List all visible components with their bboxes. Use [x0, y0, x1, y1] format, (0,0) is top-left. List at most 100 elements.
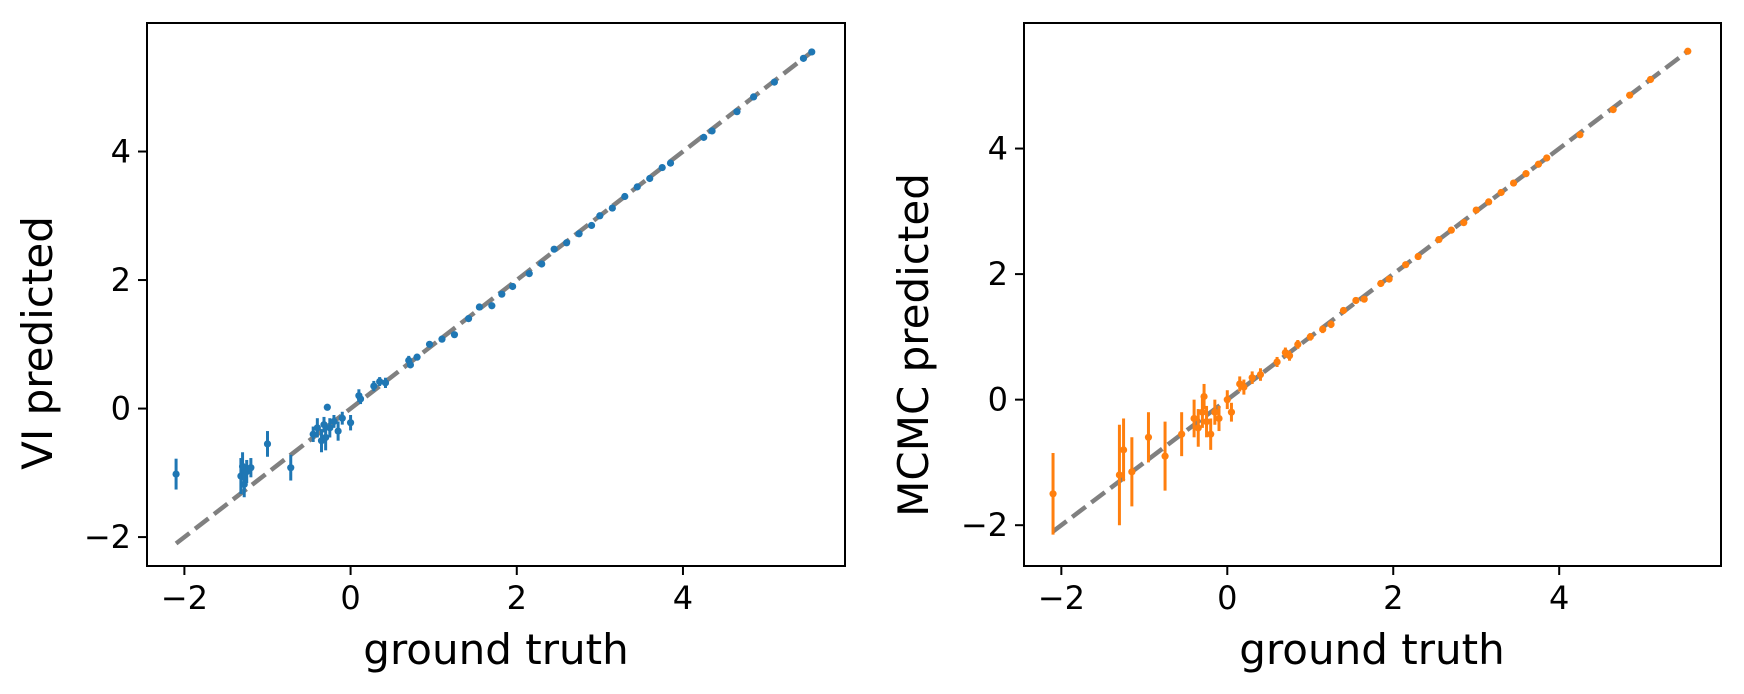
mcmc-data-point	[1684, 47, 1692, 55]
mcmc-data-point	[1447, 226, 1455, 234]
mcmc-data-point	[1485, 198, 1493, 206]
mcmc-data-point	[1646, 75, 1655, 84]
mcmc-y-axis-label: MCMC predicted	[889, 173, 938, 517]
vi-data-point	[658, 163, 666, 172]
vi-data-point	[346, 419, 355, 427]
mcmc-data-point	[1306, 333, 1314, 341]
vi-data-point	[326, 424, 334, 432]
vi-data-point	[708, 127, 716, 135]
mcmc-data-point	[1190, 414, 1198, 423]
vi-data-point	[488, 302, 496, 310]
mcmc-data-point	[1360, 295, 1368, 303]
mcmc-data-point	[1294, 340, 1302, 349]
vi-data-point	[438, 335, 446, 343]
vi-x-axis-label: ground truth	[363, 625, 628, 674]
vi-data-point	[575, 230, 583, 238]
vi-data-point	[587, 221, 596, 230]
vi-data-point	[498, 290, 506, 298]
vi-x-tick-label: 2	[507, 579, 527, 617]
vi-data-point	[323, 403, 331, 411]
vi-data-point	[322, 433, 330, 442]
vi-data-point	[338, 414, 346, 422]
vi-axes-frame	[146, 22, 846, 567]
vi-data-point	[413, 353, 421, 361]
vi-data-point	[330, 417, 338, 426]
mcmc-y-tick-label: −2	[961, 506, 1008, 544]
mcmc-panel: ground truth MCMC predicted −2 0 2 4 −2 0 2 4	[889, 22, 1722, 674]
vi-identity-line	[174, 50, 814, 546]
vi-data-point	[509, 282, 517, 291]
mcmc-data-point	[1144, 433, 1153, 441]
vi-data-point	[370, 382, 378, 390]
mcmc-data-point	[1128, 468, 1136, 476]
mcmc-data-point	[1543, 154, 1551, 162]
vi-x-tick-label: 4	[673, 579, 693, 617]
vi-data-point	[287, 464, 295, 472]
mcmc-data-point	[1472, 206, 1480, 214]
vi-y-tick-label: 0	[111, 390, 131, 428]
mcmc-data-point	[1509, 179, 1518, 187]
mcmc-data-point	[1352, 296, 1360, 305]
vi-data-point	[309, 430, 317, 438]
mcmc-identity-line	[1051, 49, 1690, 534]
vi-data-point	[525, 270, 533, 278]
mcmc-data-point	[1327, 320, 1335, 328]
mcmc-data-point	[1285, 352, 1294, 360]
vi-y-tick-label: 4	[111, 133, 131, 171]
mcmc-data-point	[1215, 414, 1223, 423]
mcmc-data-point	[1115, 471, 1124, 479]
mcmc-data-point	[1385, 275, 1393, 283]
vi-data-point	[666, 159, 675, 167]
mcmc-data-point	[1497, 188, 1505, 197]
mcmc-data-point	[1227, 408, 1236, 416]
vi-panel: ground truth VI predicted −2 0 2 4 −2 0 2 4	[13, 22, 846, 674]
mcmc-data-point	[1256, 370, 1265, 379]
mcmc-data-point	[1248, 374, 1256, 382]
mcmc-data-point	[1522, 170, 1530, 178]
vi-data-point	[563, 239, 571, 247]
mcmc-data-point	[1200, 392, 1208, 401]
mcmc-data-point	[1626, 91, 1634, 99]
vi-data-point	[313, 424, 321, 432]
mcmc-data-point	[1194, 424, 1202, 432]
mcmc-data-point	[1178, 430, 1186, 438]
mcmc-data-point	[1339, 306, 1348, 315]
mcmc-data-point	[1161, 452, 1169, 460]
vi-data-point	[799, 54, 808, 62]
vi-data-point	[247, 464, 255, 472]
mcmc-data-point	[1223, 396, 1231, 404]
mcmc-data-point	[1211, 408, 1219, 416]
mcmc-x-tick-label: 0	[1217, 579, 1237, 617]
mcmc-data-point	[1198, 408, 1206, 416]
vi-x-tick-label: −2	[161, 579, 208, 617]
mcmc-data-point	[1119, 446, 1128, 454]
vi-x-tick-label: 0	[340, 579, 360, 617]
vi-data-point	[770, 78, 778, 86]
vi-data-point	[263, 440, 272, 448]
mcmc-data-point	[1319, 325, 1327, 333]
vi-data-point	[425, 340, 434, 348]
mcmc-data-point	[1435, 235, 1443, 244]
mcmc-data-point	[1414, 252, 1422, 261]
vi-data-point	[381, 379, 390, 387]
vi-data-point	[646, 174, 654, 183]
vi-data-point	[700, 133, 708, 141]
mcmc-x-tick-label: 4	[1549, 579, 1569, 617]
mcmc-data-point	[1576, 131, 1584, 139]
vi-data-point	[406, 361, 415, 369]
mcmc-x-tick-label: 2	[1383, 579, 1403, 617]
vi-data-point	[464, 314, 473, 323]
mcmc-data-point	[1460, 219, 1468, 227]
mcmc-y-tick-label: 4	[988, 130, 1008, 168]
vi-data-point	[608, 204, 616, 212]
vi-data-point	[538, 260, 546, 268]
mcmc-data-point	[1377, 279, 1385, 288]
vi-data-point	[633, 183, 641, 191]
mcmc-y-tick-label: 2	[988, 255, 1008, 293]
mcmc-x-tick-label: −2	[1038, 579, 1085, 617]
mcmc-x-axis-label: ground truth	[1239, 625, 1504, 674]
mcmc-y-tick-label: 0	[988, 381, 1008, 419]
mcmc-data-point	[1049, 490, 1057, 498]
